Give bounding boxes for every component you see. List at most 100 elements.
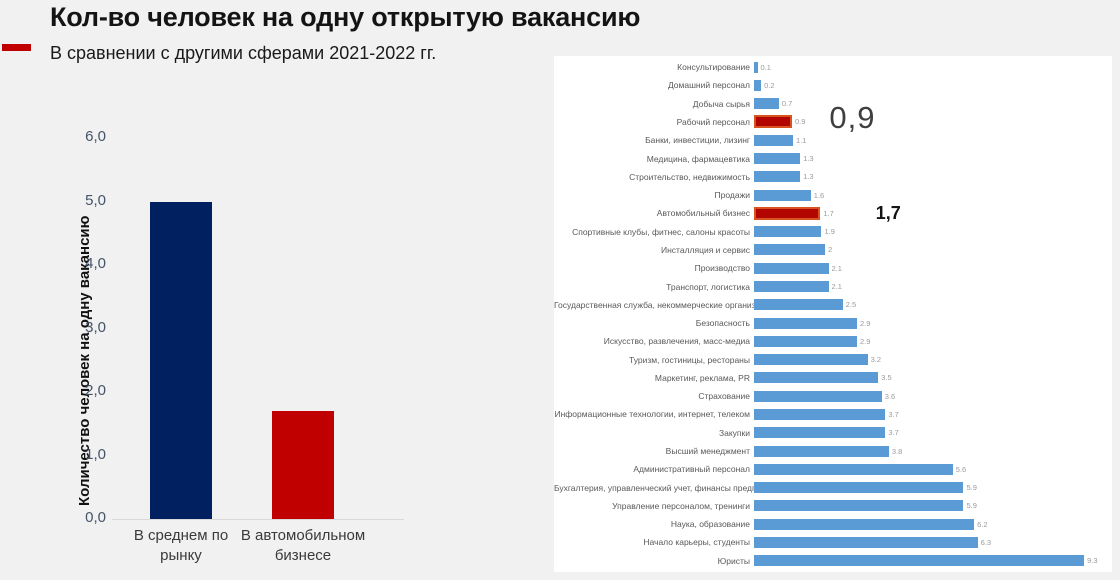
- industry-label: Строительство, недвижимость: [629, 171, 750, 182]
- industry-row: Добыча сырья 0.7: [554, 95, 1110, 112]
- industry-bar: [754, 445, 889, 457]
- industry-row: Строительство, недвижимость 1.3: [554, 168, 1110, 185]
- industry-bar: [754, 354, 868, 366]
- industry-row: Управление персоналом, тренинги 5.9: [554, 497, 1110, 514]
- industry-label: Консультирование: [677, 62, 750, 73]
- industry-label: Государственная служба, некоммерческие о…: [554, 299, 775, 310]
- bar-value-label: 3.7: [888, 428, 899, 438]
- bar-value-label: 2.5: [845, 300, 857, 310]
- industry-row: Безопасность 2.9: [554, 315, 1110, 332]
- industry-label: Искусство, развлечения, масс-медиа: [603, 336, 750, 347]
- bar-value-label: 2.9: [859, 336, 871, 346]
- y-axis-title: Количество человек на одну вакансию: [76, 215, 93, 506]
- industry-row: Закупки 3.7: [554, 424, 1110, 441]
- industry-row: Государственная служба, некоммерческие о…: [554, 296, 1110, 313]
- industry-label: Высший менеджмент: [665, 446, 750, 457]
- industry-label: Страхование: [698, 391, 750, 402]
- industry-label: Безопасность: [695, 318, 750, 329]
- industry-label: Управление персоналом, тренинги: [612, 500, 750, 511]
- bar-value-label: 5.9: [966, 483, 977, 493]
- industry-bar: [754, 555, 1085, 567]
- bar-value-label: 0.1: [760, 62, 771, 72]
- industry-row: Производство 2.1: [554, 260, 1110, 277]
- bar-value-label: 1.6: [813, 190, 825, 200]
- bar-value-label: 1.9: [824, 227, 835, 237]
- industry-bar: [754, 372, 879, 384]
- x-category-label: В автомобильном бизнесе: [240, 527, 366, 565]
- industry-bar: [754, 134, 794, 146]
- bar-value-label: 0.2: [764, 80, 775, 90]
- bar-value-label: 3.6: [884, 391, 896, 401]
- industry-bar: [754, 189, 811, 201]
- industry-bar: [754, 226, 822, 238]
- industry-bar: [754, 390, 882, 402]
- vertical-bar: [150, 201, 212, 519]
- industry-label: Спортивные клубы, фитнес, салоны красоты: [572, 226, 750, 237]
- industry-label: Автомобильный бизнес: [656, 208, 750, 219]
- industry-row: Юристы 9.3: [554, 552, 1110, 569]
- industry-row: Продажи 1.6: [554, 187, 1110, 204]
- industry-row: Домашний персонал 0.2: [554, 77, 1110, 94]
- industry-label: Добыча сырья: [692, 98, 750, 109]
- industry-row: Банки, инвестиции, лизинг 1.1: [554, 132, 1110, 149]
- bar-value-label: 2.9: [859, 318, 871, 328]
- bar-value-label: 3.5: [881, 373, 892, 383]
- bar-value-label: 2: [828, 245, 833, 255]
- industry-bar: [754, 61, 758, 73]
- industry-bar: [754, 317, 857, 329]
- bar-value-label: 0.7: [781, 99, 793, 109]
- bar-value-label: 9.3: [1087, 556, 1098, 566]
- industry-row: Консультирование 0.1: [554, 59, 1110, 76]
- industry-label: Производство: [694, 263, 750, 274]
- bar-value-label: 3.7: [888, 409, 899, 419]
- industry-bar-rows: Консультирование 0.1 Домашний персонал 0.2 Д…: [554, 58, 1110, 570]
- industry-label: Закупки: [719, 427, 750, 438]
- industry-label: Наука, образование: [670, 519, 750, 530]
- industry-bar: [754, 171, 801, 183]
- bar-value-label: 6.3: [980, 537, 992, 547]
- industry-label: Банки, инвестиции, лизинг: [645, 135, 750, 146]
- industry-label: Медицина, фармацевтика: [646, 153, 750, 164]
- market-comparison-bar-chart: Количество человек на одну вакансию 0,0 1…: [40, 100, 480, 578]
- industry-label: Начало карьеры, студенты: [643, 537, 750, 548]
- industry-row: Информационные технологии, интернет, тел…: [554, 406, 1110, 423]
- industry-bar: [754, 79, 762, 91]
- industry-row: Высший менеджмент 3.8: [554, 443, 1110, 460]
- bar-value-label: 1.1: [796, 135, 807, 145]
- industry-label: Домашний персонал: [667, 80, 750, 91]
- bar-value-label: 6.2: [977, 519, 988, 529]
- bar-annotation: 1,7: [875, 202, 901, 223]
- bar-annotation: 0,9: [829, 99, 876, 135]
- industry-label: Информационные технологии, интернет, тел…: [554, 409, 751, 420]
- industry-label: Продажи: [714, 190, 751, 201]
- bar-value-label: 3.2: [870, 355, 882, 365]
- page-subtitle: В сравнении с другими сферами 2021-2022 …: [50, 43, 437, 63]
- bar-value-label: 1.7: [823, 208, 834, 218]
- industry-bar: [754, 408, 886, 420]
- industry-bar: [754, 281, 829, 293]
- y-tick-label: 4,0: [85, 255, 106, 272]
- bar-value-label: 5.9: [966, 501, 977, 511]
- y-tick-label: 5,0: [85, 191, 106, 209]
- industry-row: Спортивные клубы, фитнес, салоны красоты…: [554, 223, 1110, 240]
- industry-row: Туризм, гостиницы, рестораны 3.2: [554, 351, 1110, 368]
- industry-label: Маркетинг, реклама, PR: [654, 372, 750, 383]
- vertical-bar: [272, 411, 334, 519]
- x-axis-line: [112, 519, 404, 520]
- industry-label: Инсталляция и сервис: [660, 244, 750, 255]
- industry-row: Транспорт, логистика 2.1: [554, 278, 1110, 295]
- bar-value-label: 2.1: [831, 282, 842, 292]
- bar-value-label: 5.6: [955, 464, 967, 474]
- industry-label: Транспорт, логистика: [666, 281, 750, 292]
- bar-value-label: 2.1: [831, 263, 842, 273]
- y-tick-label: 2,0: [85, 382, 106, 399]
- industry-bar: [754, 500, 964, 512]
- y-tick-label: 1,0: [85, 445, 106, 463]
- industry-row: Искусство, развлечения, масс-медиа 2.9: [554, 333, 1110, 350]
- industry-label: Административный персонал: [633, 464, 750, 475]
- industry-row: Страхование 3.6: [554, 388, 1110, 405]
- industry-bar: [754, 463, 953, 475]
- page-title: Кол-во человек на одну открытую вакансию: [50, 2, 641, 32]
- industry-label: Юристы: [717, 555, 750, 566]
- bar-value-label: 1.3: [803, 154, 814, 164]
